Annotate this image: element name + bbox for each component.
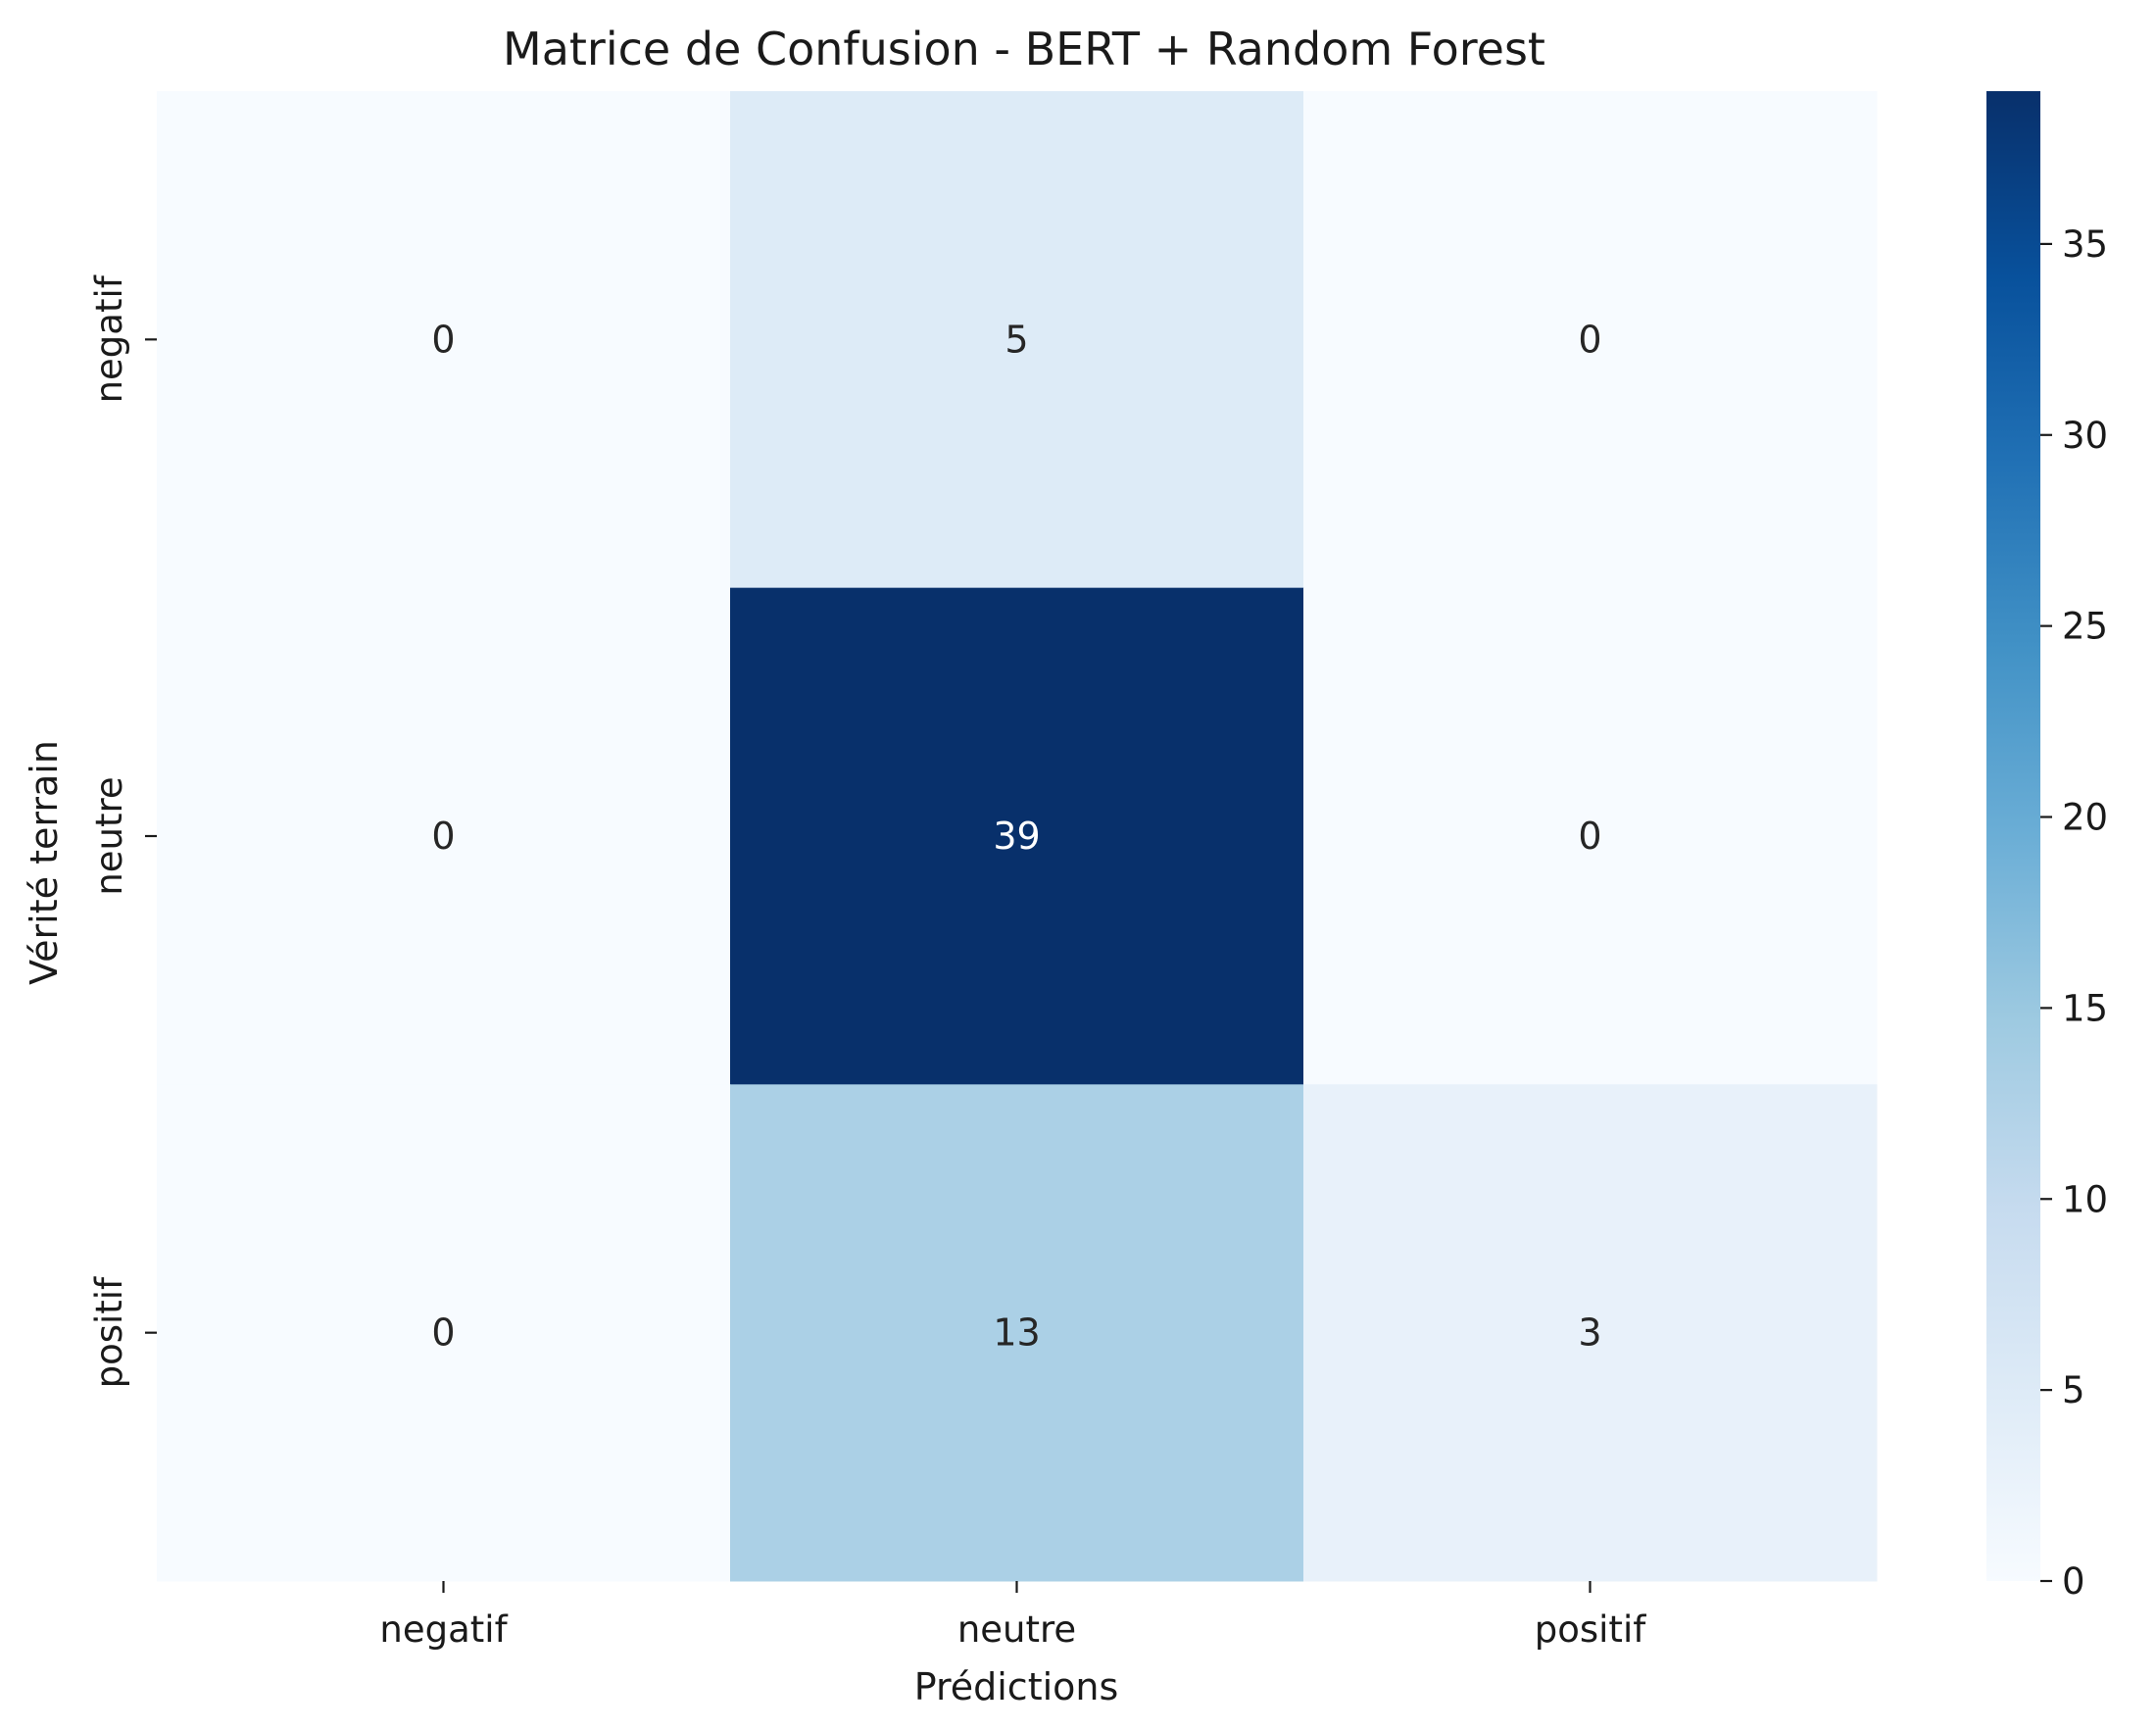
x-axis: negatif neutre positif — [379, 1581, 1646, 1651]
colorbar-tick-label: 25 — [2062, 606, 2108, 648]
colorbar-tick-label: 10 — [2062, 1178, 2108, 1220]
heatmap-cell — [1303, 1084, 1878, 1582]
y-tick-label: neutre — [88, 776, 130, 895]
cell-value-label: 3 — [1578, 1311, 1601, 1355]
cell-value-label: 0 — [1578, 815, 1601, 858]
cell-value-label: 0 — [1578, 318, 1601, 361]
x-tick-label: negatif — [379, 1608, 508, 1651]
colorbar-tick-label: 0 — [2062, 1560, 2085, 1603]
heatmap-cell — [157, 1084, 731, 1582]
chart-title: Matrice de Confusion - BERT + Random For… — [503, 23, 1545, 75]
cell-value-label: 0 — [431, 815, 455, 858]
colorbar-tick-label: 5 — [2062, 1369, 2085, 1411]
cell-value-label: 13 — [993, 1311, 1040, 1355]
cell-value-label: 5 — [1004, 318, 1028, 361]
x-axis-label: Prédictions — [914, 1665, 1119, 1708]
y-axis: negatif neutre positif — [88, 274, 157, 1388]
heatmap-cells — [157, 91, 1878, 1582]
heatmap-cell — [1303, 91, 1878, 589]
heatmap-cell — [157, 587, 731, 1085]
colorbar-tick-label: 15 — [2062, 987, 2108, 1029]
colorbar — [1986, 91, 2040, 1581]
y-axis-label: Vérité terrain — [23, 740, 66, 985]
heatmap-cell — [730, 1084, 1304, 1582]
cell-annotations: 0 5 0 0 39 0 0 13 3 — [431, 318, 1601, 1354]
heatmap-cell — [730, 91, 1304, 589]
y-tick-label: positif — [88, 1276, 130, 1388]
x-tick-label: neutre — [957, 1608, 1076, 1651]
heatmap-cell — [1303, 587, 1878, 1085]
colorbar-tick-label: 30 — [2062, 415, 2108, 457]
heatmap-cell — [730, 587, 1304, 1085]
y-tick-label: negatif — [88, 274, 130, 403]
cell-value-label: 0 — [431, 318, 455, 361]
cell-value-label: 39 — [993, 815, 1040, 858]
cell-value-label: 0 — [431, 1311, 455, 1355]
colorbar-tick-label: 20 — [2062, 797, 2108, 839]
colorbar-axis: 0 5 10 15 20 25 30 35 — [2040, 223, 2108, 1603]
x-tick-label: positif — [1535, 1608, 1646, 1651]
heatmap-cell — [157, 91, 731, 589]
colorbar-tick-label: 35 — [2062, 223, 2108, 266]
